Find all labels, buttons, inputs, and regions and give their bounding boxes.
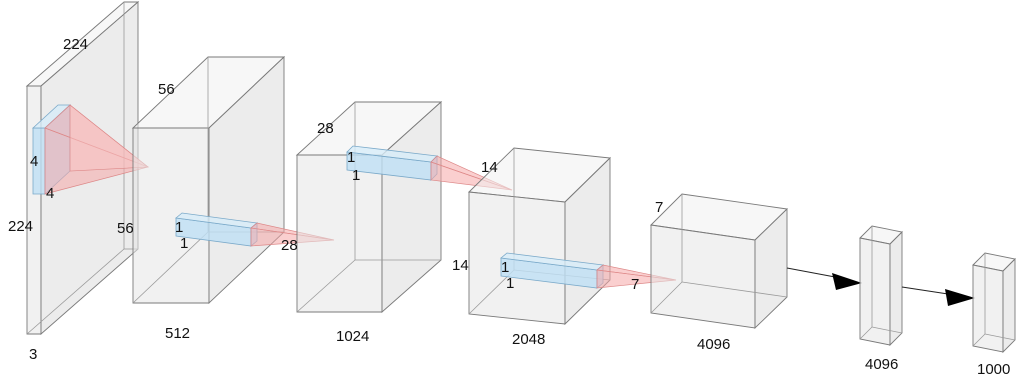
- connector-arrow-1: [786, 267, 862, 290]
- conv4-channels-label: 4096: [697, 336, 730, 353]
- conv1-channels-label: 512: [165, 325, 190, 342]
- conv3-channels-label: 2048: [512, 331, 545, 348]
- conv3-kernel-h-label: 1: [501, 259, 509, 276]
- conv1-kernel-h-label: 1: [175, 219, 183, 236]
- conv2-spatial-top-label: 28: [317, 120, 334, 137]
- connector-arrow-2: [901, 286, 975, 306]
- input-channels-label: 3: [29, 346, 37, 363]
- conv3-spatial-side-label: 14: [452, 257, 469, 274]
- conv1-block: [131, 55, 286, 305]
- input-kernel-h-label: 4: [30, 153, 38, 170]
- fc2-block: [972, 252, 1016, 354]
- fc2-units-label: 1000: [977, 361, 1010, 378]
- input-receptive-cone: [44, 104, 150, 195]
- fc1-block: [859, 225, 903, 347]
- fc1-units-label: 4096: [865, 356, 898, 373]
- input-width-label: 224: [63, 36, 88, 53]
- conv4-spatial-top-label: 7: [655, 199, 663, 216]
- conv2-kernel-h-label: 1: [347, 149, 355, 166]
- input-height-label: 224: [8, 218, 33, 235]
- conv2-kernel-w-label: 1: [352, 167, 360, 184]
- conv1-spatial-side-label: 56: [117, 220, 134, 237]
- conv1-spatial-top-label: 56: [158, 81, 175, 98]
- conv2-next-spatial-label: 14: [481, 159, 498, 176]
- conv3-kernel-w-label: 1: [506, 275, 514, 292]
- conv4-block: [650, 193, 788, 330]
- input-kernel-w-label: 4: [46, 185, 54, 202]
- conv1-kernel-w-label: 1: [180, 235, 188, 252]
- conv2-channels-label: 1024: [336, 328, 369, 345]
- conv1-next-spatial-label: 28: [281, 237, 298, 254]
- conv3-next-spatial-label: 7: [631, 276, 639, 293]
